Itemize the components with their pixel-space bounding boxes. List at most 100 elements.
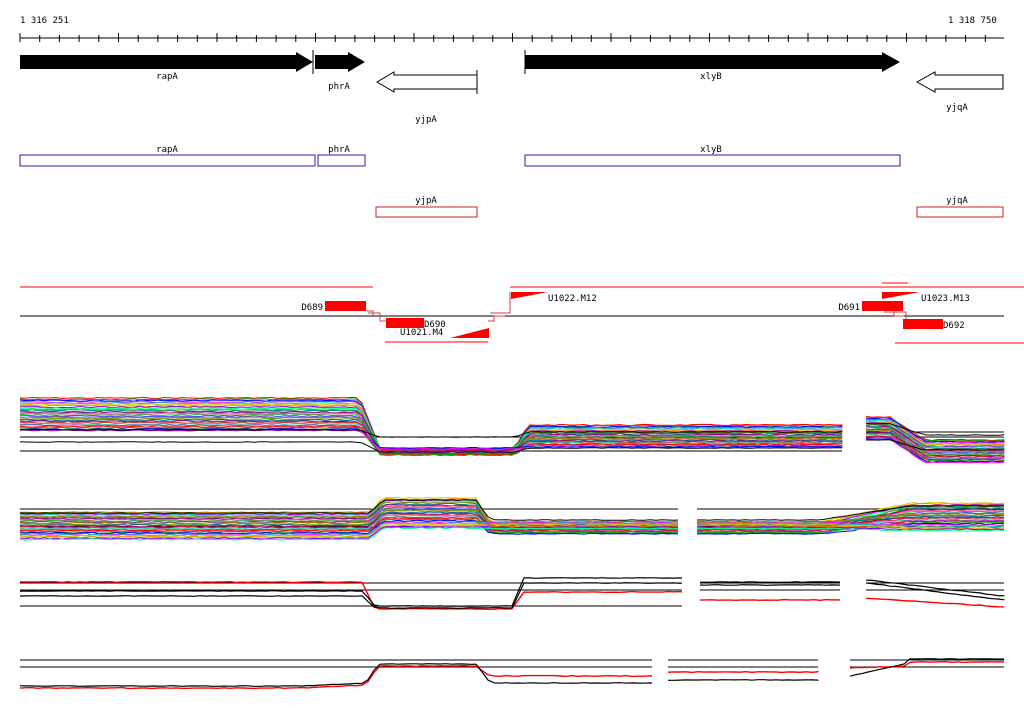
- feature-U1023-M13[interactable]: [882, 292, 920, 299]
- gene-arrow-yjqA[interactable]: [915, 71, 1004, 93]
- feature-step: [884, 311, 907, 320]
- expression-panel-3: [19, 577, 1005, 611]
- expression-trace: [865, 438, 1005, 464]
- expression-trace: [865, 419, 1005, 445]
- expression-trace: [849, 660, 1005, 669]
- expression-trace: [19, 441, 843, 453]
- expression-trace: [865, 430, 1005, 456]
- expression-trace: [19, 577, 683, 607]
- gene-label-xlyB: xlyB: [700, 72, 722, 82]
- expression-trace: [19, 520, 679, 536]
- gene-box-rapA[interactable]: [19, 154, 316, 167]
- expression-trace: [19, 420, 843, 452]
- gene-label-rapA: rapA: [156, 72, 178, 82]
- feature-label-D691: D691: [838, 303, 860, 313]
- feature-U1021-M4[interactable]: [450, 328, 489, 338]
- feature-label-U1023-M13: U1023.M13: [921, 294, 970, 304]
- expression-trace: [865, 423, 1005, 436]
- feature-U1022-M12[interactable]: [511, 292, 548, 299]
- expression-trace: [865, 435, 1005, 461]
- feature-track: D689 D690 U1021.M4 U1022.M12 D691 U1023.…: [20, 282, 1024, 344]
- expression-trace: [696, 522, 1005, 528]
- expression-trace: [697, 523, 1005, 529]
- feature-D689[interactable]: [325, 301, 366, 311]
- ruler-end-label: 1 318 750: [948, 16, 997, 26]
- expression-trace: [699, 584, 841, 586]
- gene-box-yjpA[interactable]: [375, 206, 478, 218]
- expression-trace: [696, 520, 1005, 526]
- expression-trace: [19, 429, 843, 438]
- expression-trace: [19, 524, 679, 539]
- gene-label-phrA: phrA: [328, 82, 350, 92]
- feature-label-D690: D690: [424, 320, 446, 330]
- expression-trace: [19, 526, 679, 541]
- expression-trace: [849, 658, 1005, 677]
- gene-arrow-rapA[interactable]: [20, 52, 313, 72]
- box-label-xlyB: xlyB: [700, 145, 722, 155]
- feature-step: [368, 312, 386, 322]
- gene-arrow-yjpA[interactable]: [376, 71, 478, 93]
- gene-arrow-xlyB[interactable]: [525, 52, 900, 72]
- expression-trace: [699, 598, 841, 602]
- box-label-yjpA: yjpA: [415, 196, 437, 206]
- feature-D692[interactable]: [903, 319, 943, 329]
- expression-trace: [19, 499, 679, 521]
- expression-trace: [865, 437, 1005, 463]
- feature-label-U1021-M4: U1021.M4: [400, 328, 443, 338]
- coordinate-ruler: 1 316 251 1 318 750: [19, 16, 1004, 42]
- gene-box-track: rapA phrA xlyB yjpA yjqA: [19, 145, 1004, 218]
- gene-box-xlyB[interactable]: [524, 154, 901, 167]
- expression-trace: [696, 522, 1005, 535]
- expression-trace: [19, 517, 679, 533]
- feature-step: [366, 310, 374, 316]
- expression-trace: [19, 525, 679, 540]
- expression-trace: [696, 505, 1004, 521]
- expression-trace: [865, 582, 1005, 601]
- expression-trace: [19, 504, 679, 531]
- feature-step: [490, 292, 511, 314]
- gene-arrow-track: rapA phrA yjpA xlyB yjqA: [20, 50, 1004, 125]
- expression-trace: [19, 428, 843, 450]
- expression-trace: [696, 527, 1004, 532]
- expression-trace: [865, 597, 1005, 608]
- gene-box-yjqA[interactable]: [916, 206, 1004, 218]
- feature-D690[interactable]: [386, 318, 424, 328]
- expression-trace: [19, 518, 679, 534]
- expression-panel-1: [19, 396, 1005, 464]
- expression-trace: [865, 429, 1005, 455]
- expression-trace: [865, 439, 1005, 451]
- expression-trace: [19, 664, 653, 690]
- feature-label-D689: D689: [301, 303, 323, 313]
- expression-trace: [696, 524, 1005, 530]
- expression-trace: [865, 415, 1005, 442]
- feature-label-U1022-M12: U1022.M12: [548, 294, 597, 304]
- expression-trace: [19, 516, 679, 531]
- expression-trace: [19, 519, 678, 535]
- expression-trace: [865, 424, 1005, 451]
- feature-D691[interactable]: [862, 301, 903, 311]
- expression-trace: [19, 425, 843, 456]
- gene-label-yjqA: yjqA: [946, 103, 968, 113]
- expression-trace: [19, 582, 683, 609]
- expression-trace: [20, 580, 683, 611]
- expression-trace: [696, 518, 1005, 530]
- feature-label-D692: D692: [943, 321, 965, 331]
- ruler-start-label: 1 316 251: [20, 16, 69, 26]
- expression-trace: [699, 581, 841, 583]
- gene-box-phrA[interactable]: [317, 154, 366, 167]
- expression-panel-2: [19, 496, 1005, 541]
- expression-trace: [667, 670, 819, 674]
- feature-step: [488, 315, 505, 322]
- box-label-yjqA: yjqA: [946, 196, 968, 206]
- box-label-rapA: rapA: [156, 145, 178, 155]
- expression-trace: [668, 679, 819, 681]
- box-label-phrA: phrA: [328, 145, 350, 155]
- expression-trace: [19, 523, 679, 538]
- expression-panel-4: [19, 658, 1005, 690]
- expression-trace: [19, 663, 653, 687]
- expression-trace: [865, 579, 1005, 597]
- gene-label-yjpA: yjpA: [415, 115, 437, 125]
- gene-arrow-phrA[interactable]: [315, 52, 365, 72]
- expression-trace: [696, 526, 1005, 531]
